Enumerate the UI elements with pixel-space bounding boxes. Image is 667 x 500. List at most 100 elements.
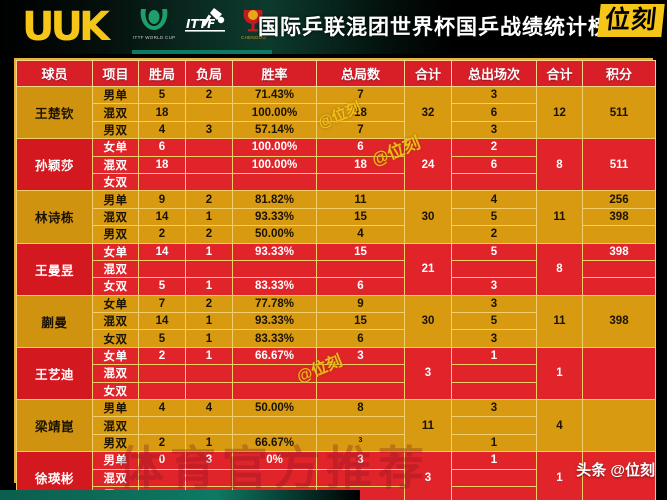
cell-appearances: 4	[451, 190, 537, 209]
cell-item: 女单	[92, 138, 139, 157]
player-name-cell: 林诗栋	[16, 190, 93, 244]
cell-rate: 50.00%	[232, 399, 317, 418]
cell-rate: 50.00%	[232, 225, 317, 244]
player-name-cell: 蒯曼	[16, 294, 93, 348]
cell-rate: 57.14%	[232, 120, 317, 140]
cell-rate	[232, 259, 317, 279]
cell-win: 6	[138, 138, 186, 157]
player-name-cell: 王艺迪	[16, 346, 93, 401]
cell-lose	[185, 416, 233, 435]
cell-item: 混双	[92, 312, 139, 331]
cell-games	[316, 364, 405, 383]
column-header: 合计	[404, 60, 452, 87]
cell-appearances	[451, 172, 537, 192]
cell-games	[316, 172, 405, 192]
cell-total-appearances: 11	[536, 190, 583, 244]
cell-games: 3	[316, 451, 405, 470]
table-row: 混双	[17, 468, 656, 487]
cell-win: 5	[138, 329, 186, 348]
cell-total-games: 11	[404, 399, 452, 453]
cell-games: 6	[316, 277, 405, 296]
ittf-glyph: ITTF	[185, 8, 226, 32]
column-header: 球员	[16, 60, 93, 87]
event-logo-group: ITTF WORLD CUP ITTF ITTF	[133, 6, 267, 40]
cell-win: 5	[138, 85, 186, 105]
chengdu-glyph	[243, 10, 263, 32]
cell-win	[138, 259, 186, 279]
cell-rate: 100.00%	[232, 155, 317, 174]
cell-appearances: 6	[451, 103, 537, 122]
cell-points: 398	[582, 294, 656, 348]
column-header: 胜局	[138, 60, 186, 87]
cell-lose: 1	[185, 346, 233, 366]
cell-rate	[232, 172, 317, 192]
cell-item: 混双	[92, 155, 139, 174]
cell-points: 511	[582, 85, 656, 140]
cell-points: 511	[582, 138, 656, 192]
cell-total-games: 24	[404, 138, 452, 192]
cell-games	[316, 381, 405, 401]
cell-points	[582, 451, 656, 500]
cell-win	[138, 416, 186, 435]
cell-item: 混双	[92, 259, 139, 279]
cell-games: 7	[316, 120, 405, 140]
cell-games	[316, 259, 405, 279]
player-name-cell: 王楚钦	[16, 85, 93, 140]
cell-total-appearances: 12	[536, 85, 583, 140]
cell-lose	[185, 259, 233, 279]
column-header: 总局数	[316, 60, 405, 87]
cell-lose: 1	[185, 312, 233, 331]
table-row: 林诗栋 男单 9 2 81.82% 11 30 4 11 256	[16, 190, 656, 244]
column-header: 负局	[185, 60, 233, 87]
cell-games	[316, 468, 405, 487]
cell-games: 3	[316, 346, 405, 366]
cell-games: 15	[316, 207, 405, 227]
table-body: 王楚钦 男单 5 2 71.43% 7 32 3 12 511 混双 18 100.00% 18 6 男双 4 3…	[16, 85, 656, 500]
cell-total-games: 3	[404, 346, 452, 401]
cell-item: 女双	[92, 381, 139, 401]
player-name-cell: 梁靖崑	[16, 399, 93, 453]
cell-item: 男双	[92, 433, 139, 453]
cell-games	[316, 416, 405, 435]
cell-games: 15	[316, 312, 405, 331]
cell-item: 男双	[92, 225, 139, 244]
cell-appearances: 5	[451, 312, 537, 331]
cell-win: 18	[138, 155, 186, 174]
cell-lose	[185, 138, 233, 157]
table-row: 孙颖莎 女单 6 100.00% 6 24 2 8 511	[16, 138, 656, 192]
cell-games: 18	[316, 103, 405, 122]
cell-win: 0	[138, 451, 186, 470]
player-name-cell: 王曼昱	[16, 242, 93, 296]
cell-win: 7	[138, 294, 186, 314]
table-row: 混双 14 1 93.33% 15 5	[17, 312, 656, 331]
cell-games: 9	[316, 294, 405, 314]
cell-total-appearances: 8	[536, 242, 583, 296]
table-row: 王曼昱 女单 14 1 93.33% 15 21 5 8 398	[16, 242, 656, 296]
column-header: 项目	[92, 60, 139, 87]
cell-games: 11	[316, 190, 405, 209]
column-header: 总出场次	[451, 60, 537, 87]
cell-lose: 4	[185, 399, 233, 418]
cell-lose	[185, 172, 233, 192]
cell-item: 混双	[92, 103, 139, 122]
table-row: 女双	[17, 381, 656, 401]
cell-item: 男单	[92, 190, 139, 209]
cell-lose	[185, 103, 233, 122]
svg-text:ITTF: ITTF	[186, 17, 216, 31]
table-row: 徐瑛彬 男单 0 3 0% 3 3 1 1	[16, 451, 656, 500]
cell-rate: 93.33%	[232, 312, 317, 331]
cell-appearances: 5	[451, 242, 537, 261]
world-cup-glyph	[140, 9, 168, 30]
cell-rate: 100.00%	[232, 103, 317, 122]
cell-appearances: 3	[451, 277, 537, 296]
cell-appearances	[451, 259, 537, 279]
table-row: 男双 2 2 50.00% 4 2	[17, 225, 656, 244]
cell-appearances	[451, 485, 537, 500]
cell-lose: 2	[185, 190, 233, 209]
cell-rate	[232, 364, 317, 383]
table-header-row: 球员 项目 胜局 负局 胜率 总局数 合计 总出场次 合计 积分	[16, 60, 656, 87]
cell-item: 男单	[92, 399, 139, 418]
cell-points	[582, 277, 656, 296]
cell-appearances: 3	[451, 399, 537, 418]
cell-lose	[185, 364, 233, 383]
